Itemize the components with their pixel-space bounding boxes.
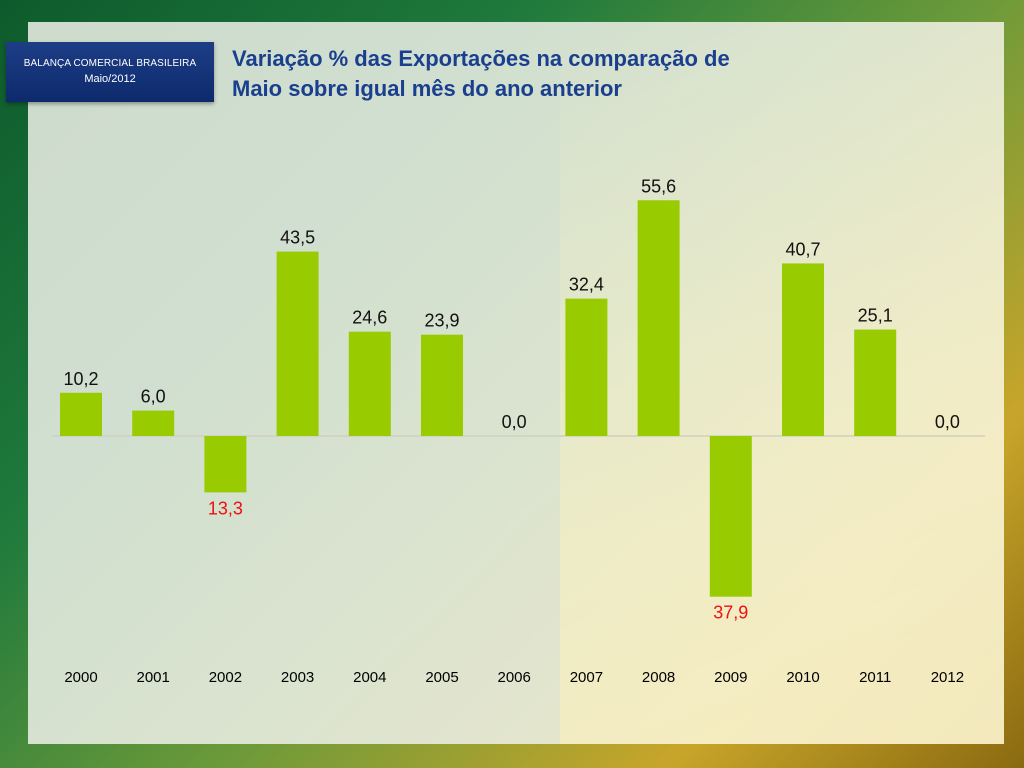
data-label-2005: 23,9 [424, 311, 459, 331]
bar-2005 [421, 334, 463, 436]
x-tick-label-2002: 2002 [209, 669, 242, 686]
report-badge: BALANÇA COMERCIAL BRASILEIRA Maio/2012 [6, 42, 214, 102]
bar-2010 [782, 263, 824, 436]
bar-2004 [348, 331, 391, 436]
data-label-2002: 13,3 [208, 498, 243, 518]
x-tick-label-2009: 2009 [714, 669, 747, 686]
bar-2009 [709, 436, 752, 597]
x-tick-label-2012: 2012 [931, 669, 964, 686]
bar-2003 [276, 251, 319, 436]
data-label-2011: 25,1 [858, 306, 893, 326]
title-line-1: Variação % das Exportações na comparação… [232, 46, 730, 71]
data-label-2003: 43,5 [280, 228, 315, 248]
x-tick-label-2011: 2011 [859, 669, 891, 686]
x-tick-label-2008: 2008 [642, 669, 675, 686]
x-tick-label-2000: 2000 [64, 669, 97, 686]
bar-2007 [565, 298, 608, 436]
badge-period: Maio/2012 [84, 73, 136, 85]
data-label-2000: 10,2 [63, 369, 98, 389]
data-label-2007: 32,4 [569, 275, 604, 295]
title-line-2: Maio sobre igual mês do ano anterior [232, 76, 622, 101]
data-label-2004: 24,6 [352, 308, 387, 328]
x-tick-label-2010: 2010 [786, 669, 819, 686]
data-label-2001: 6,0 [141, 387, 166, 407]
bar-2001 [132, 410, 175, 436]
x-tick-label-2004: 2004 [353, 669, 386, 686]
data-label-2009: 37,9 [713, 603, 748, 623]
bar-2011 [854, 329, 897, 436]
x-tick-label-2007: 2007 [570, 669, 603, 686]
data-label-2012: 0,0 [935, 412, 960, 432]
page-title: Variação % das Exportações na comparação… [232, 44, 832, 104]
badge-title: BALANÇA COMERCIAL BRASILEIRA [23, 58, 197, 69]
x-tick-label-2006: 2006 [498, 669, 531, 686]
bar-2008 [637, 200, 680, 436]
data-label-2010: 40,7 [785, 239, 820, 259]
bar-2000 [60, 392, 102, 436]
data-label-2006: 0,0 [502, 412, 527, 432]
x-tick-label-2005: 2005 [425, 669, 458, 686]
bar-2002 [204, 436, 247, 493]
data-label-2008: 55,6 [641, 176, 676, 196]
x-tick-label-2001: 2001 [137, 669, 170, 686]
x-tick-label-2003: 2003 [281, 669, 314, 686]
